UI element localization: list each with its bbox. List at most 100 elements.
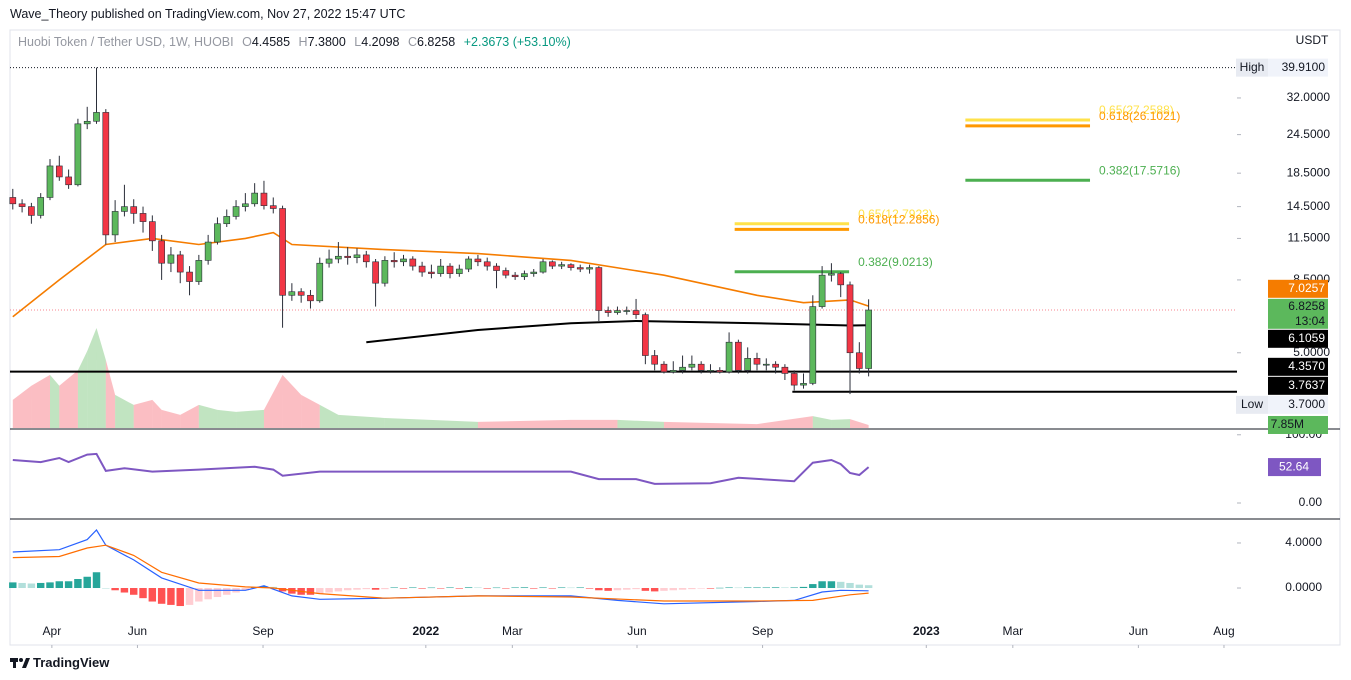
macd-histogram-bar xyxy=(492,587,501,589)
candle-body xyxy=(372,261,379,284)
extreme-name: High xyxy=(1240,60,1265,74)
candle-body xyxy=(735,341,742,371)
candle-body xyxy=(204,241,212,261)
macd-histogram-bar xyxy=(111,588,119,591)
volume-area xyxy=(96,328,106,428)
currency-label: USDT xyxy=(1296,33,1329,47)
macd-histogram-bar xyxy=(483,588,491,589)
volume-area xyxy=(236,409,264,428)
macd-histogram-bar xyxy=(325,588,333,593)
candle-body xyxy=(586,267,593,270)
macd-histogram-bar xyxy=(632,588,640,590)
candle-body xyxy=(697,363,705,371)
candle-body xyxy=(790,373,798,386)
x-tick-label: 2023 xyxy=(913,624,940,638)
volume-area xyxy=(105,359,116,428)
candle-body xyxy=(353,254,361,258)
x-tick-label: Mar xyxy=(502,624,523,638)
candle-body xyxy=(753,358,761,365)
candle-body xyxy=(437,265,445,274)
candle-body xyxy=(242,203,249,207)
macd-histogram-bar xyxy=(381,588,389,590)
candle-body xyxy=(18,203,26,207)
extreme-value-box xyxy=(1268,58,1328,77)
macd-histogram-bar xyxy=(27,583,36,589)
volume-area xyxy=(301,394,320,428)
macd-histogram-bar xyxy=(55,581,64,589)
macd-histogram-bar xyxy=(576,587,584,589)
x-tick-label: Jun xyxy=(627,624,646,638)
candle-body xyxy=(55,165,63,178)
y-tick-label: 11.5000 xyxy=(1288,231,1331,245)
x-tick-label: Sep xyxy=(752,624,774,638)
volume-area xyxy=(133,399,153,428)
macd-histogram-bar xyxy=(176,588,184,607)
macd-histogram-bar xyxy=(204,588,212,600)
fib-label: 0.382(17.5716) xyxy=(1099,163,1180,177)
macd-histogram-bar xyxy=(46,582,54,589)
candle-body xyxy=(800,383,807,386)
x-tick-label: Jun xyxy=(128,624,147,638)
x-tick-label: Jun xyxy=(1129,624,1148,638)
candle-body xyxy=(93,112,100,122)
y-tick-label: 5.0000 xyxy=(1293,345,1330,359)
macd-histogram-bar xyxy=(688,588,696,590)
candle-body xyxy=(390,260,398,263)
macd-histogram-bar xyxy=(743,587,752,589)
candle-body xyxy=(539,261,547,273)
candle-body xyxy=(493,265,500,271)
macd-histogram-bar xyxy=(818,581,826,589)
candle-body xyxy=(139,213,147,222)
candle-body xyxy=(307,294,314,302)
volume-area xyxy=(831,419,851,428)
candle-body xyxy=(744,358,752,371)
volume-area xyxy=(77,351,88,428)
macd-histogram-bar xyxy=(725,587,733,589)
candle-body xyxy=(549,261,556,267)
macd-histogram-bar xyxy=(511,587,519,589)
macd-histogram-bar xyxy=(353,588,361,590)
candle-body xyxy=(725,341,733,373)
price-tag-label: 3.7637 xyxy=(1288,378,1325,392)
volume-area xyxy=(282,374,302,428)
candle-body xyxy=(837,273,845,286)
macd-histogram-bar xyxy=(669,588,677,591)
candle-body xyxy=(297,291,305,296)
candle-body xyxy=(781,366,789,374)
logo-part xyxy=(13,658,16,668)
macd-histogram-bar xyxy=(650,588,659,592)
countdown-label: 13:04 xyxy=(1295,314,1325,328)
fib-label: 0.618(12.2856) xyxy=(858,213,939,227)
price-tag xyxy=(1268,298,1328,329)
macd-histogram-bar xyxy=(9,582,17,589)
candle-body xyxy=(604,310,612,313)
candle-body xyxy=(400,258,407,263)
candle-body xyxy=(567,264,575,268)
macd-histogram-bar xyxy=(241,588,250,591)
ohlc-letter: C xyxy=(407,35,417,49)
macd-histogram-bar xyxy=(846,582,854,589)
ohlc-letter: O xyxy=(242,35,252,49)
price-tag xyxy=(1268,279,1328,298)
candle-body xyxy=(679,366,686,371)
x-tick-label: Sep xyxy=(252,624,274,638)
macd-histogram-bar xyxy=(74,579,82,589)
macd-histogram-bar xyxy=(827,581,836,589)
volume-area xyxy=(850,419,869,428)
price-tag-label: 7.0257 xyxy=(1288,281,1325,295)
macd-histogram-bar xyxy=(864,585,873,589)
candle-body xyxy=(865,309,872,369)
macd-histogram-bar xyxy=(409,587,417,589)
candle-body xyxy=(846,284,854,354)
candle-body xyxy=(335,255,342,260)
symbol-line: Huobi Token / Tether USD, 1W, HUOBI O4.4… xyxy=(18,35,571,49)
candle-body xyxy=(325,258,333,264)
candle-body xyxy=(46,165,54,198)
macd-histogram-bar xyxy=(502,588,510,589)
candle-body xyxy=(279,208,286,296)
candle-body xyxy=(9,197,17,205)
macd-histogram-bar xyxy=(436,588,445,589)
volume-area xyxy=(31,374,51,428)
macd-histogram-bar xyxy=(716,587,724,589)
price-tag-label: 4.3570 xyxy=(1288,359,1325,373)
